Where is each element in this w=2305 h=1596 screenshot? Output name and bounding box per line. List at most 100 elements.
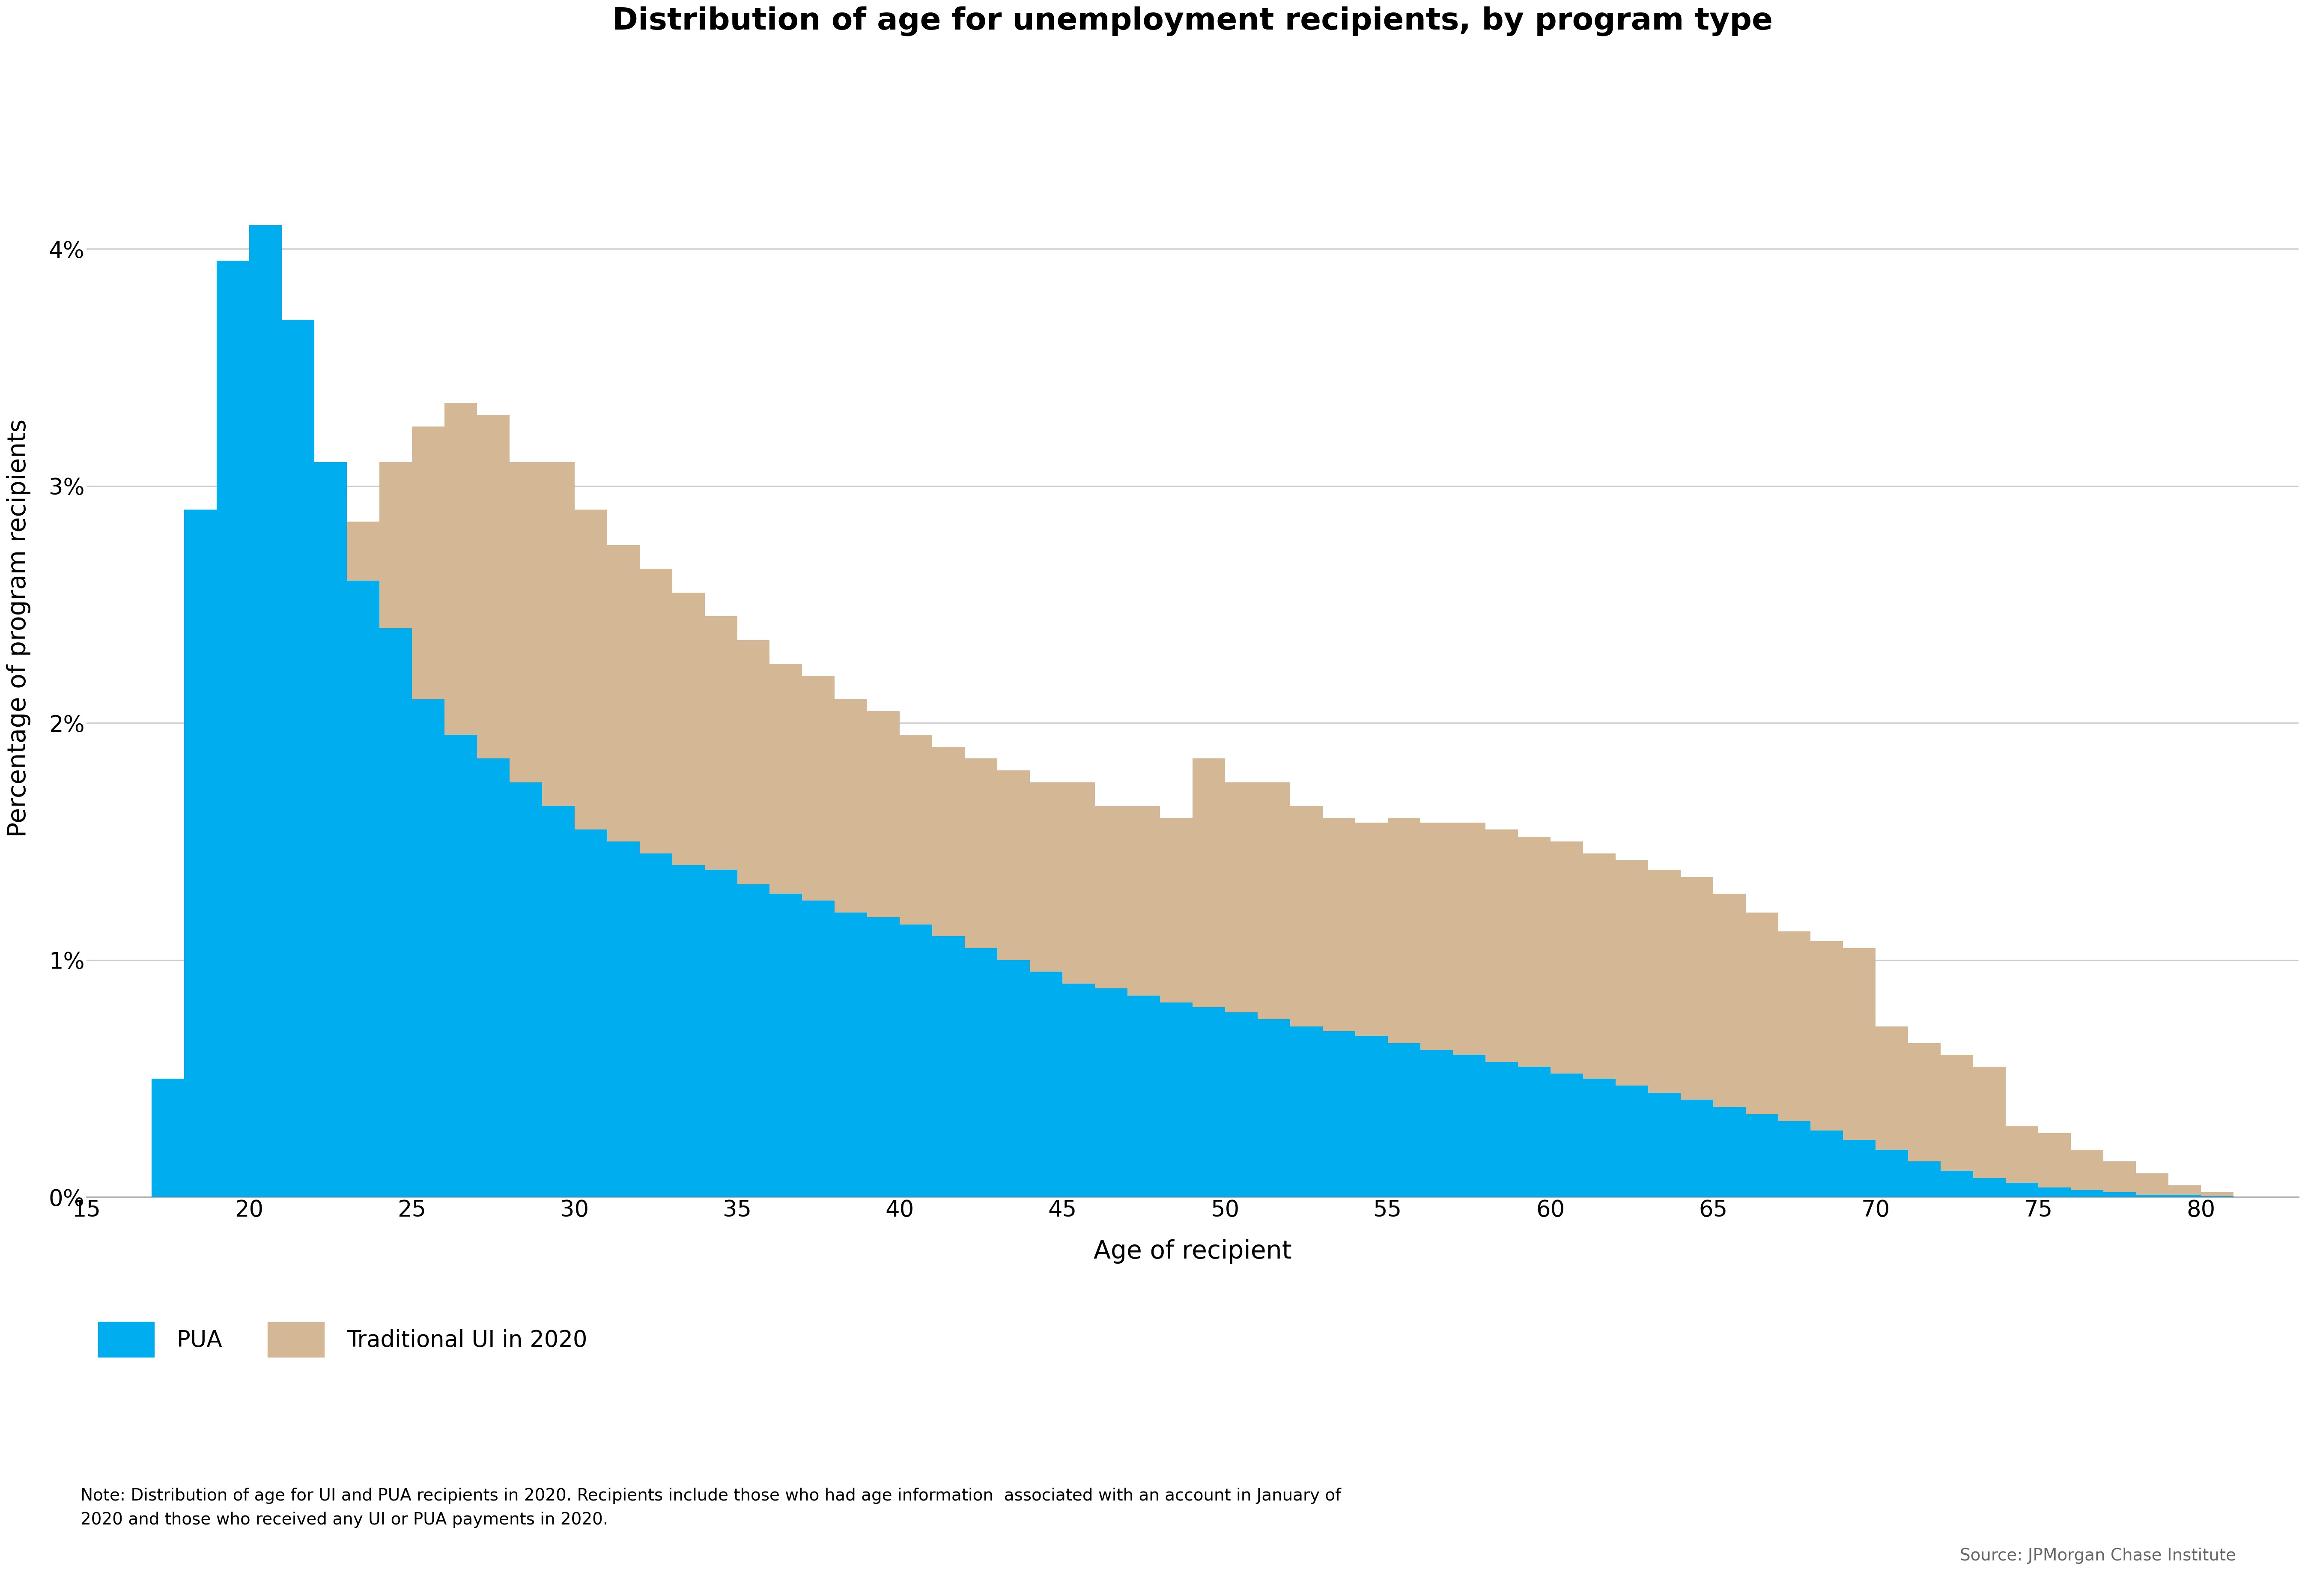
Bar <box>1063 983 1095 1197</box>
Bar <box>867 712 899 1197</box>
Bar <box>1355 1036 1388 1197</box>
Bar <box>2070 1149 2104 1197</box>
Bar <box>1291 1026 1323 1197</box>
Bar <box>1616 860 1648 1197</box>
Bar <box>1551 841 1584 1197</box>
Bar <box>2038 1187 2070 1197</box>
Bar <box>606 841 638 1197</box>
Bar <box>867 918 899 1197</box>
Bar <box>802 675 834 1197</box>
Bar <box>1844 948 1876 1197</box>
Bar <box>899 734 931 1197</box>
Bar <box>313 533 346 1197</box>
Bar <box>2104 1192 2137 1197</box>
Bar <box>1452 822 1484 1197</box>
Bar <box>1323 1031 1355 1197</box>
Bar <box>998 771 1030 1197</box>
Bar <box>380 463 413 1197</box>
Bar <box>1584 1079 1616 1197</box>
Bar <box>1192 1007 1224 1197</box>
Bar <box>1192 758 1224 1197</box>
Bar <box>313 463 346 1197</box>
Bar <box>1224 782 1259 1197</box>
Bar <box>1584 854 1616 1197</box>
Bar <box>1355 822 1388 1197</box>
Bar <box>802 900 834 1197</box>
Bar <box>2070 1191 2104 1197</box>
Bar <box>1127 806 1159 1197</box>
Bar <box>2005 1183 2038 1197</box>
Title: Distribution of age for unemployment recipients, by program type: Distribution of age for unemployment rec… <box>613 6 1773 37</box>
Bar <box>770 664 802 1197</box>
Bar <box>1095 988 1127 1197</box>
Bar <box>574 830 606 1197</box>
Y-axis label: Percentage of program recipients: Percentage of program recipients <box>7 420 30 838</box>
Bar <box>477 415 509 1197</box>
Bar <box>346 581 380 1197</box>
Bar <box>249 747 281 1197</box>
Bar <box>705 616 738 1197</box>
Bar <box>1452 1055 1484 1197</box>
Bar <box>1973 1066 2005 1197</box>
Bar <box>1551 1074 1584 1197</box>
Bar <box>1745 913 1777 1197</box>
Bar <box>509 463 542 1197</box>
Bar <box>2169 1186 2201 1197</box>
Bar <box>1648 870 1680 1197</box>
Bar <box>638 568 673 1197</box>
Bar <box>2201 1192 2234 1197</box>
Bar <box>738 884 770 1197</box>
Bar <box>1648 1093 1680 1197</box>
Bar <box>2137 1195 2169 1197</box>
Bar <box>1063 782 1095 1197</box>
Bar <box>413 699 445 1197</box>
Bar <box>966 758 998 1197</box>
Bar <box>1519 836 1551 1197</box>
Bar <box>1224 1012 1259 1197</box>
Bar <box>477 758 509 1197</box>
Bar <box>2104 1162 2137 1197</box>
Bar <box>1030 782 1063 1197</box>
Text: Source: JPMorgan Chase Institute: Source: JPMorgan Chase Institute <box>1959 1548 2236 1564</box>
Bar <box>1420 822 1452 1197</box>
Bar <box>217 889 249 1197</box>
Bar <box>1941 1171 1973 1197</box>
Bar <box>606 546 638 1197</box>
Bar <box>1484 1061 1519 1197</box>
Bar <box>1323 817 1355 1197</box>
Bar <box>1876 1026 1909 1197</box>
Bar <box>1291 806 1323 1197</box>
Bar <box>1680 1100 1713 1197</box>
X-axis label: Age of recipient: Age of recipient <box>1093 1238 1291 1264</box>
Bar <box>899 924 931 1197</box>
Bar <box>1777 1120 1812 1197</box>
Bar <box>1259 1020 1291 1197</box>
Bar <box>1713 894 1745 1197</box>
Bar <box>1519 1066 1551 1197</box>
Bar <box>931 747 966 1197</box>
Bar <box>1388 817 1420 1197</box>
Bar <box>673 592 705 1197</box>
Bar <box>249 225 281 1197</box>
Bar <box>1745 1114 1777 1197</box>
Bar <box>445 402 477 1197</box>
Bar <box>281 321 313 1197</box>
Bar <box>1876 1149 1909 1197</box>
Bar <box>1159 1002 1192 1197</box>
Bar <box>1909 1162 1941 1197</box>
Bar <box>574 509 606 1197</box>
Bar <box>1127 996 1159 1197</box>
Bar <box>966 948 998 1197</box>
Bar <box>1259 782 1291 1197</box>
Bar <box>1030 972 1063 1197</box>
Text: Note: Distribution of age for UI and PUA recipients in 2020. Recipients include : Note: Distribution of age for UI and PUA… <box>81 1487 1342 1527</box>
Bar <box>1159 817 1192 1197</box>
Bar <box>834 913 867 1197</box>
Bar <box>1812 942 1844 1197</box>
Bar <box>445 734 477 1197</box>
Bar <box>1812 1130 1844 1197</box>
Bar <box>542 806 574 1197</box>
Bar <box>1095 806 1127 1197</box>
Bar <box>834 699 867 1197</box>
Bar <box>281 629 313 1197</box>
